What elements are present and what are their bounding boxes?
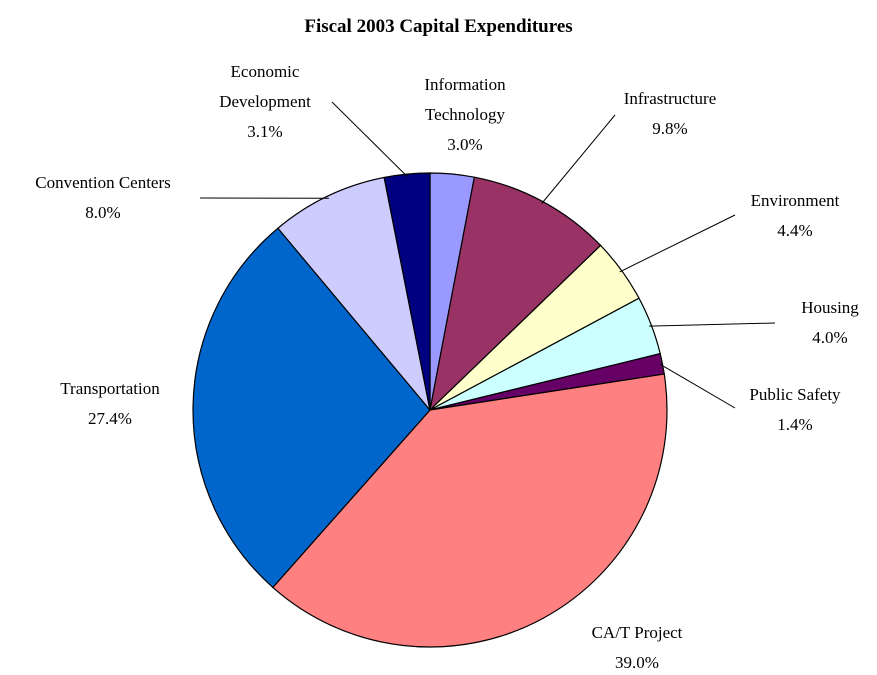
- chart-title: Fiscal 2003 Capital Expenditures: [304, 16, 573, 37]
- slice-label: Housing 4.0%: [730, 293, 877, 353]
- value-label: 1.4%: [777, 415, 813, 434]
- category-label: Transportation: [60, 379, 160, 398]
- pie-slice: [383, 172, 431, 411]
- pie-slice: [271, 373, 668, 648]
- value-label: 8.0%: [85, 203, 121, 222]
- pie-slice: [192, 227, 431, 589]
- leader-line: [659, 363, 736, 409]
- category-label: Public Safety: [749, 385, 841, 404]
- slice-label: CA/T Project 39.0%: [537, 618, 737, 675]
- category-label: Environment: [750, 191, 840, 210]
- value-label: 4.4%: [777, 221, 813, 240]
- slice-label: Convention Centers 8.0%: [3, 168, 203, 228]
- slice-label: Environment 4.4%: [695, 186, 877, 246]
- category-label: Infrastructure: [623, 89, 717, 108]
- value-label: 3.1%: [247, 122, 283, 141]
- slice-label: Infrastructure 9.8%: [570, 84, 770, 144]
- value-label: 3.0%: [447, 135, 483, 154]
- slice-label: Transportation 27.4%: [10, 374, 210, 434]
- slice-label: Economic Development 3.1%: [195, 57, 335, 147]
- value-label: 39.0%: [615, 653, 659, 672]
- value-label: 9.8%: [652, 119, 688, 138]
- leader-line: [619, 214, 736, 273]
- slice-label: Public Safety 1.4%: [695, 380, 877, 440]
- category-label: CA/T Project: [591, 623, 683, 642]
- value-label: 4.0%: [812, 328, 848, 347]
- slice-label: Information Technology 3.0%: [400, 70, 530, 160]
- category-label: Economic Development: [219, 62, 311, 111]
- category-label: Housing: [801, 298, 859, 317]
- category-label: Convention Centers: [35, 173, 171, 192]
- leader-line: [649, 322, 776, 327]
- value-label: 27.4%: [88, 409, 132, 428]
- category-label: Information Technology: [424, 75, 506, 124]
- pie-slice: [277, 176, 431, 411]
- leader-line: [331, 101, 408, 177]
- leader-line: [541, 114, 616, 204]
